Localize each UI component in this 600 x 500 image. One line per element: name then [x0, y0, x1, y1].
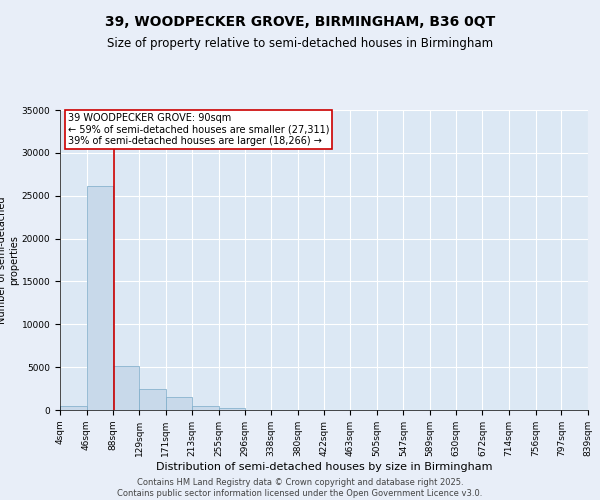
Bar [60, 406, 86, 410]
Bar [192, 406, 219, 410]
Y-axis label: Number of semi-detached
properties: Number of semi-detached properties [0, 196, 19, 324]
Bar [86, 186, 113, 410]
Bar [113, 366, 139, 410]
Text: 39, WOODPECKER GROVE, BIRMINGHAM, B36 0QT: 39, WOODPECKER GROVE, BIRMINGHAM, B36 0Q… [105, 15, 495, 29]
Bar [219, 408, 245, 410]
Text: 39 WOODPECKER GROVE: 90sqm
← 59% of semi-detached houses are smaller (27,311)
39: 39 WOODPECKER GROVE: 90sqm ← 59% of semi… [68, 113, 329, 146]
X-axis label: Distribution of semi-detached houses by size in Birmingham: Distribution of semi-detached houses by … [156, 462, 492, 471]
Text: Contains HM Land Registry data © Crown copyright and database right 2025.
Contai: Contains HM Land Registry data © Crown c… [118, 478, 482, 498]
Bar [139, 388, 166, 410]
Bar [166, 397, 192, 410]
Text: Size of property relative to semi-detached houses in Birmingham: Size of property relative to semi-detach… [107, 38, 493, 51]
